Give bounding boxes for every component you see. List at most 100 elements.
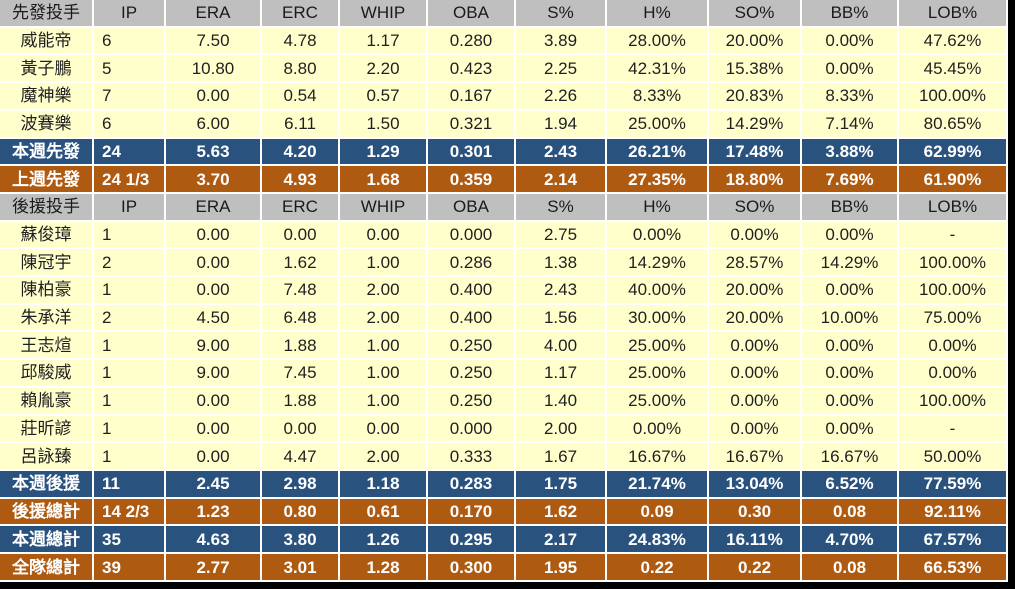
stat-value-cell: 1.17	[340, 27, 428, 56]
stat-value-cell: 2.43	[516, 277, 607, 305]
stat-value-cell: 4.20	[262, 138, 340, 167]
summary-row: 上週先發 24 1/3 3.70 4.93 1.68 0.359 2.14 27.35% 18.…	[0, 166, 1008, 194]
stat-value-cell: 2.00	[340, 277, 428, 305]
stat-value-cell: 75.00%	[899, 304, 1008, 333]
stat-value-cell: 5.63	[166, 138, 262, 167]
stat-value-cell: 26.21%	[607, 138, 709, 167]
pitcher-name-cell: 陳柏豪	[0, 277, 94, 305]
stat-value-cell: 6.11	[262, 110, 340, 139]
column-header-cell: WHIP	[340, 0, 428, 28]
stat-value-cell: 0.00	[166, 221, 262, 250]
stat-value-cell: 2.25	[516, 55, 607, 84]
pitcher-name-cell: 後援總計	[0, 498, 94, 527]
stat-value-cell: 100.00%	[899, 277, 1008, 305]
stat-value-cell: 25.00%	[607, 360, 709, 388]
stat-value-cell: 0.00%	[802, 415, 899, 444]
stat-value-cell: 4.70%	[802, 526, 899, 555]
summary-row: 本週後援 11 2.45 2.98 1.18 0.283 1.75 21.74% 13.04% 6…	[0, 470, 1008, 499]
pitcher-name-cell: 黃子鵬	[0, 55, 94, 84]
stat-value-cell: 0.00%	[802, 387, 899, 416]
stat-value-cell: 1.75	[516, 470, 607, 499]
stat-value-cell: 0.08	[802, 554, 899, 582]
stat-value-cell: 1.00	[340, 387, 428, 416]
stat-value-cell: 0.359	[428, 166, 516, 194]
stat-value-cell: 2.00	[340, 443, 428, 471]
stat-value-cell: 1.00	[340, 332, 428, 361]
player-row: 威能帝 6 7.50 4.78 1.17 0.280 3.89 28.00% 20.00% 0.0…	[0, 27, 1008, 56]
section-header-row: 先發投手 IP ERA ERC WHIP OBA S% H% SO% BB% LOB%	[0, 0, 1008, 28]
stat-value-cell: 30.00%	[607, 304, 709, 333]
stat-value-cell: 1	[94, 277, 166, 305]
stat-value-cell: 21.74%	[607, 470, 709, 499]
stat-value-cell: 0.00%	[709, 415, 802, 444]
column-header-cell: SO%	[709, 193, 802, 222]
pitcher-name-cell: 本週總計	[0, 526, 94, 555]
column-header-cell: ERC	[262, 0, 340, 28]
stat-value-cell: 0.423	[428, 55, 516, 84]
stat-value-cell: 7.48	[262, 277, 340, 305]
stat-value-cell: 1.29	[340, 138, 428, 167]
player-row: 波賽樂 6 6.00 6.11 1.50 0.321 1.94 25.00% 14.29% 7.1…	[0, 110, 1008, 139]
stat-value-cell: 0.00	[166, 443, 262, 471]
stat-value-cell: 1.88	[262, 387, 340, 416]
stat-value-cell: 0.250	[428, 387, 516, 416]
pitcher-name-cell: 邱駿威	[0, 360, 94, 388]
stat-value-cell: 6.00	[166, 110, 262, 139]
stat-value-cell: 3.70	[166, 166, 262, 194]
pitcher-name-cell: 上週先發	[0, 166, 94, 194]
stat-value-cell: 61.90%	[899, 166, 1008, 194]
stat-value-cell: 45.45%	[899, 55, 1008, 84]
pitcher-name-cell: 波賽樂	[0, 110, 94, 139]
stat-value-cell: 1.17	[516, 360, 607, 388]
stat-value-cell: 0.00	[166, 387, 262, 416]
stat-value-cell: 0.400	[428, 277, 516, 305]
stat-value-cell: 3.01	[262, 554, 340, 582]
column-header-cell: WHIP	[340, 193, 428, 222]
stat-value-cell: 2.98	[262, 470, 340, 499]
stat-value-cell: 0.286	[428, 249, 516, 278]
stat-value-cell: 16.67%	[709, 443, 802, 471]
stat-value-cell: 0.333	[428, 443, 516, 471]
stat-value-cell: 10.80	[166, 55, 262, 84]
stat-value-cell: 66.53%	[899, 554, 1008, 582]
player-row: 邱駿威 1 9.00 7.45 1.00 0.250 1.17 25.00% 0.00% 0.00…	[0, 360, 1008, 388]
stat-value-cell: 0.000	[428, 221, 516, 250]
stat-value-cell: 2.00	[516, 415, 607, 444]
stat-value-cell: 24.83%	[607, 526, 709, 555]
stat-value-cell: 4.00	[516, 332, 607, 361]
stat-value-cell: -	[899, 415, 1008, 444]
stat-value-cell: 7.14%	[802, 110, 899, 139]
column-header-cell: ERC	[262, 193, 340, 222]
stat-value-cell: 25.00%	[607, 387, 709, 416]
stat-value-cell: 6	[94, 110, 166, 139]
stat-value-cell: 20.00%	[709, 27, 802, 56]
stat-value-cell: 7.69%	[802, 166, 899, 194]
stat-value-cell: 0.295	[428, 526, 516, 555]
stat-value-cell: 67.57%	[899, 526, 1008, 555]
stat-value-cell: 0.000	[428, 415, 516, 444]
stat-value-cell: 1	[94, 360, 166, 388]
stat-value-cell: 8.33%	[802, 83, 899, 111]
stat-value-cell: 0.00%	[802, 277, 899, 305]
pitcher-name-cell: 陳冠宇	[0, 249, 94, 278]
stat-value-cell: 0.80	[262, 498, 340, 527]
stat-value-cell: 25.00%	[607, 110, 709, 139]
stat-value-cell: 1.88	[262, 332, 340, 361]
stat-value-cell: 0.00%	[709, 360, 802, 388]
stat-value-cell: 16.67%	[802, 443, 899, 471]
stat-value-cell: 0.00%	[802, 332, 899, 361]
stat-value-cell: 24	[94, 138, 166, 167]
stat-value-cell: 17.48%	[709, 138, 802, 167]
stat-value-cell: 3.80	[262, 526, 340, 555]
stat-value-cell: 28.57%	[709, 249, 802, 278]
stat-value-cell: 11	[94, 470, 166, 499]
stat-value-cell: 1.00	[340, 360, 428, 388]
stat-value-cell: 47.62%	[899, 27, 1008, 56]
stat-value-cell: 0.00%	[709, 387, 802, 416]
stat-value-cell: 2.14	[516, 166, 607, 194]
stat-value-cell: 2.77	[166, 554, 262, 582]
stat-value-cell: 1.00	[340, 249, 428, 278]
stat-value-cell: 4.47	[262, 443, 340, 471]
